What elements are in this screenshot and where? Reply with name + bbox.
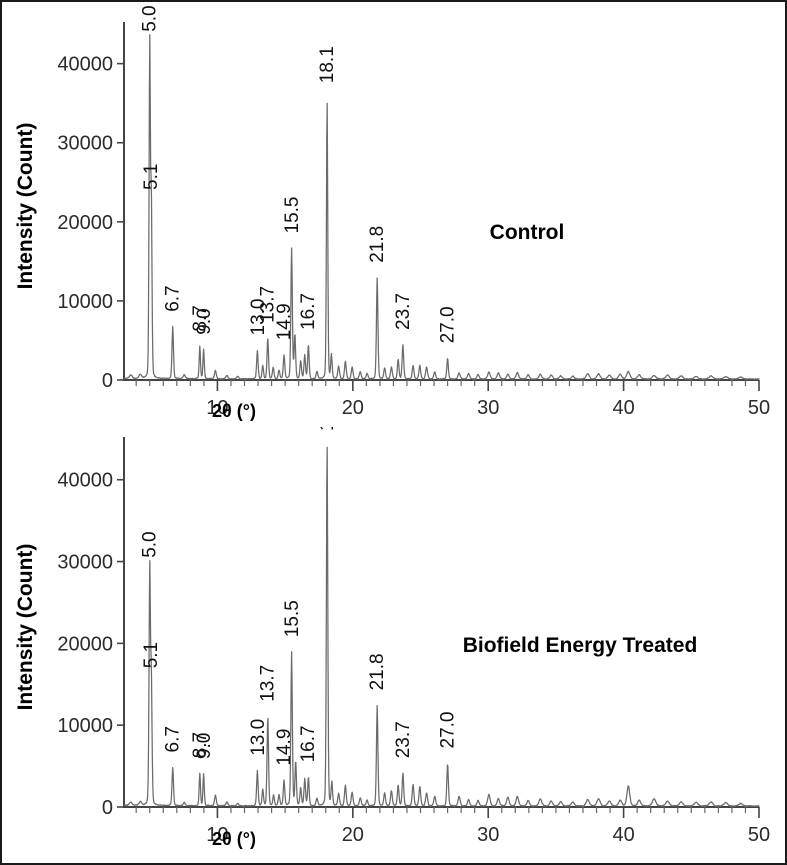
peak-label: 13.7 — [258, 665, 279, 702]
peak-label-group: 27.0 — [438, 712, 459, 749]
peak-label: 13.7 — [258, 286, 279, 323]
x-tick-label: 50 — [748, 397, 770, 419]
series-title: Biofield Energy Treated — [463, 634, 698, 657]
peak-label: 15.5 — [282, 197, 303, 234]
peak-label-group: 14.9 — [274, 729, 295, 766]
peak-label: 13.0 — [248, 719, 269, 756]
x-tick-label: 20 — [342, 397, 364, 419]
peak-label-group: 27.0 — [438, 306, 459, 343]
peak-label: 6.7 — [163, 285, 184, 311]
peak-label: 21.8 — [367, 226, 388, 263]
y-tick-label: 0 — [102, 797, 113, 819]
peak-label-group: 8.7 — [190, 732, 211, 758]
y-tick-label: 20000 — [57, 633, 113, 655]
x-axis-title: 2θ (°) — [212, 829, 256, 849]
xrd-plot-control: 0 10000 20000 30000 40000 10 20 30 40 50 5.0 5.1 6.7… — [14, 5, 770, 421]
peak-label: 5.0 — [140, 531, 161, 557]
peak-label-group: 18.1 — [317, 427, 338, 431]
peak-label: 16.7 — [298, 293, 319, 330]
peak-label: 15.5 — [282, 600, 303, 637]
peak-label-group: 9.0 — [194, 733, 215, 759]
peak-label-group: 21.8 — [367, 653, 388, 690]
peak-label: 5.0 — [140, 5, 161, 31]
x-tick-label: 30 — [477, 397, 499, 419]
y-tick-label: 40000 — [57, 470, 113, 492]
peak-label: 9.0 — [194, 733, 215, 759]
peak-label-group: 5.1 — [141, 164, 162, 190]
y-tick-label: 40000 — [57, 54, 113, 76]
x-axis-title: 2θ (°) — [212, 401, 256, 421]
x-tick-label: 40 — [612, 397, 634, 419]
peak-label: 18.1 — [317, 46, 338, 83]
peak-label-group: 23.7 — [393, 721, 414, 758]
peak-label: 13.0 — [248, 299, 269, 336]
peak-label: 27.0 — [438, 306, 459, 343]
peak-label: 27.0 — [438, 712, 459, 749]
peak-label-group: 9.0 — [194, 308, 215, 334]
peak-label: 21.8 — [367, 653, 388, 690]
y-axis-title: Intensity (Count) — [14, 544, 37, 711]
peak-label: 8.7 — [190, 305, 211, 331]
peak-label-group: 16.7 — [298, 725, 319, 762]
y-tick-label: 30000 — [57, 133, 113, 155]
xrd-panel-treated: 0 10000 20000 30000 40000 10 20 30 40 50 5.0 5.1 6.7… — [2, 427, 787, 865]
x-tick-label: 50 — [748, 824, 770, 846]
xrd-trace — [124, 34, 760, 380]
peak-label: 5.1 — [141, 164, 162, 190]
peak-label: 23.7 — [393, 721, 414, 758]
x-tick-label: 10 — [206, 397, 228, 419]
series-title: Control — [490, 221, 565, 244]
peak-label-group: 13.7 — [258, 286, 279, 323]
peak-label-group: 14.9 — [274, 303, 295, 340]
x-tick-label: 10 — [206, 824, 228, 846]
peak-label-group: 6.7 — [163, 726, 184, 752]
peak-label: 14.9 — [274, 729, 295, 766]
y-axis-title: Intensity (Count) — [14, 123, 37, 290]
xrd-trace — [124, 446, 760, 807]
peak-label: 5.1 — [141, 642, 162, 668]
peak-label-group: 6.7 — [163, 285, 184, 311]
y-tick-label: 10000 — [57, 715, 113, 737]
peak-label-group: 21.8 — [367, 226, 388, 263]
y-tick-label: 0 — [102, 370, 113, 392]
y-tick-label: 30000 — [57, 552, 113, 574]
peak-label: 14.9 — [274, 303, 295, 340]
peak-label: 23.7 — [393, 293, 414, 330]
peak-label-group: 5.0 — [140, 531, 161, 557]
peak-label: 18.1 — [317, 427, 338, 431]
y-tick-label: 20000 — [57, 212, 113, 234]
peak-label-group: 18.1 — [317, 46, 338, 83]
peak-label: 8.7 — [190, 732, 211, 758]
x-tick-label: 40 — [612, 824, 634, 846]
peak-label: 16.7 — [298, 725, 319, 762]
peak-label-group: 13.7 — [258, 665, 279, 702]
y-tick-label: 10000 — [57, 291, 113, 313]
peak-label-group: 13.0 — [248, 719, 269, 756]
x-tick-label: 20 — [342, 824, 364, 846]
peak-label-group: 15.5 — [282, 197, 303, 234]
xrd-plot-treated: 0 10000 20000 30000 40000 10 20 30 40 50 5.0 5.1 6.7… — [14, 427, 770, 849]
xrd-panel-control: 0 10000 20000 30000 40000 10 20 30 40 50 5.0 5.1 6.7… — [2, 2, 787, 427]
y-axis-title-group: Intensity (Count) — [14, 544, 37, 711]
x-tick-label: 30 — [477, 824, 499, 846]
peak-label-group: 15.5 — [282, 600, 303, 637]
peak-label-group: 8.7 — [190, 305, 211, 331]
peak-label-group: 16.7 — [298, 293, 319, 330]
peak-label-group: 5.1 — [141, 642, 162, 668]
peak-label-group: 23.7 — [393, 293, 414, 330]
y-axis-title-group: Intensity (Count) — [14, 123, 37, 290]
peak-label: 6.7 — [163, 726, 184, 752]
axis-spines — [123, 437, 759, 808]
peak-label: 9.0 — [194, 308, 215, 334]
peak-label-group: 13.0 — [248, 299, 269, 336]
peak-label-group: 5.0 — [140, 5, 161, 31]
